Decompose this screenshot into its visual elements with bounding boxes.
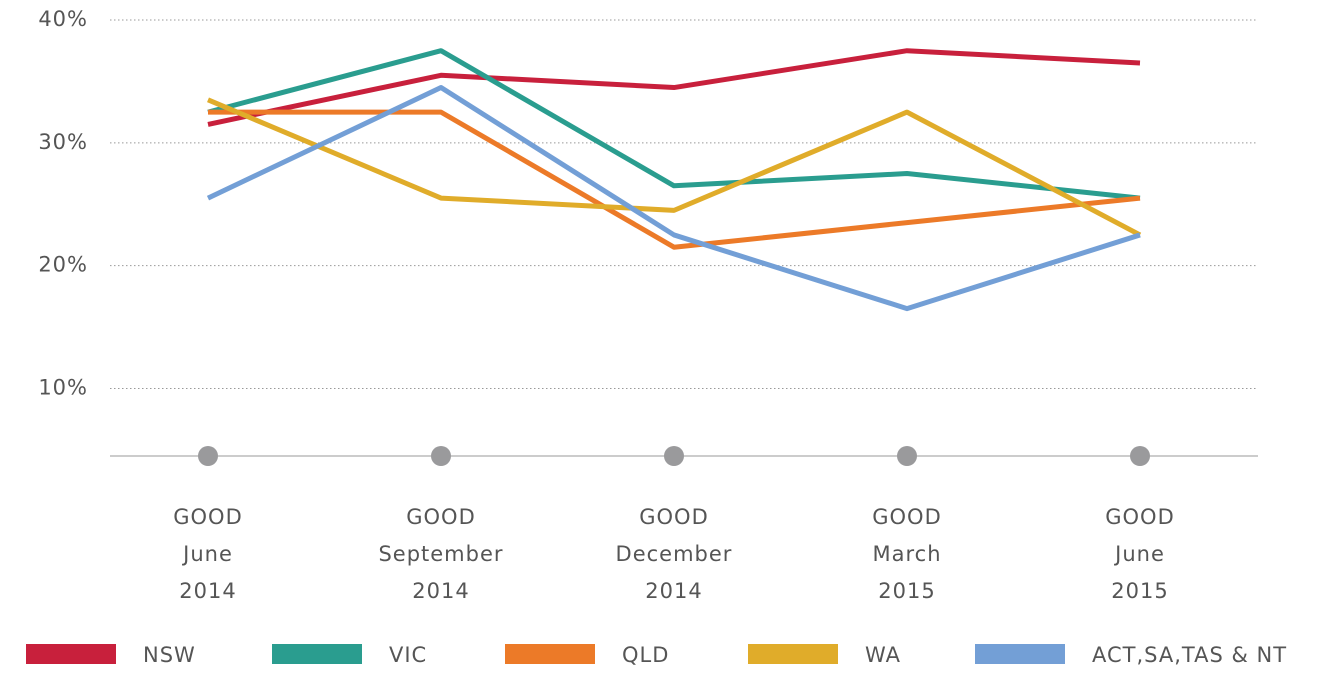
x-tick-label: September bbox=[378, 542, 503, 566]
axis-dot bbox=[897, 446, 917, 466]
legend-swatch bbox=[26, 644, 116, 664]
legend-label: WA bbox=[865, 643, 901, 667]
axis-dot bbox=[664, 446, 684, 466]
axis-dot bbox=[431, 446, 451, 466]
legend-label: NSW bbox=[143, 643, 196, 667]
x-tick-label: December bbox=[616, 542, 733, 566]
x-tick-label: GOOD bbox=[872, 505, 942, 529]
series-line bbox=[207, 97, 1142, 238]
y-tick-label: 10% bbox=[38, 375, 88, 399]
x-tick-label: GOOD bbox=[406, 505, 476, 529]
x-tick-label: 2014 bbox=[645, 579, 702, 603]
x-tick-label: June bbox=[181, 542, 233, 566]
x-tick-label: 2014 bbox=[179, 579, 236, 603]
x-tick-label: GOOD bbox=[173, 505, 243, 529]
legend-swatch bbox=[748, 644, 838, 664]
x-tick-label: 2015 bbox=[878, 579, 935, 603]
legend-swatch bbox=[505, 644, 595, 664]
x-tick-label: GOOD bbox=[639, 505, 709, 529]
legend-label: QLD bbox=[622, 643, 669, 667]
axis-dot bbox=[198, 446, 218, 466]
axis-dot bbox=[1130, 446, 1150, 466]
x-tick-label: GOOD bbox=[1105, 505, 1175, 529]
series-line bbox=[208, 109, 1141, 250]
x-tick-label: June bbox=[1113, 542, 1165, 566]
legend-label: VIC bbox=[389, 643, 427, 667]
series-line bbox=[206, 85, 1141, 312]
x-tick-label: March bbox=[872, 542, 941, 566]
legend-swatch bbox=[975, 644, 1065, 664]
x-tick-label: 2014 bbox=[412, 579, 469, 603]
y-tick-label: 40% bbox=[38, 7, 88, 31]
legend-swatch bbox=[272, 644, 362, 664]
series-line bbox=[207, 48, 1141, 201]
x-tick-label: 2015 bbox=[1111, 579, 1168, 603]
y-tick-label: 30% bbox=[38, 130, 88, 154]
series-line bbox=[207, 48, 1141, 127]
legend-label: ACT,SA,TAS & NT bbox=[1092, 643, 1287, 667]
y-tick-label: 20% bbox=[38, 253, 88, 277]
